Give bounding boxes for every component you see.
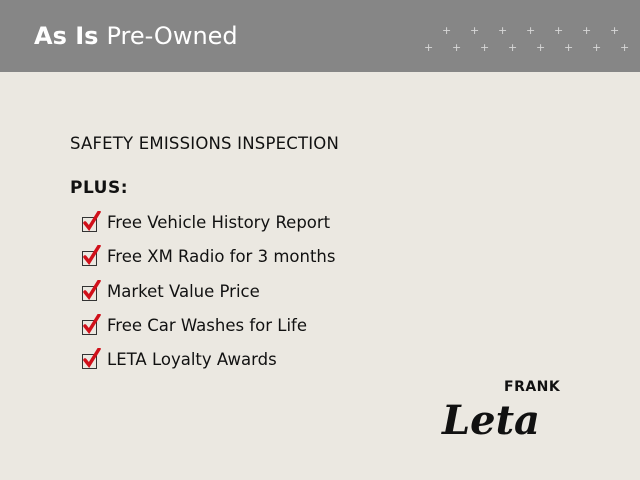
header-bar: As Is Pre-Owned + + + + + + + + + + + + + + +: [0, 0, 640, 72]
plus-mark: +: [470, 24, 480, 37]
checklist-item: Free Car Washes for Life: [82, 313, 308, 335]
section-heading: SAFETY EMISSIONS INSPECTION: [70, 134, 340, 153]
page-title: As Is Pre-Owned: [34, 22, 238, 50]
plus-label: PLUS:: [70, 178, 129, 198]
plus-mark: +: [526, 24, 536, 37]
checklist-item: Free Vehicle History Report: [82, 210, 331, 232]
plus-mark: +: [592, 41, 602, 54]
logo-frank-text: FRANK: [504, 379, 561, 395]
plus-mark: +: [610, 24, 620, 37]
checkbox-checked-icon: [82, 210, 101, 232]
plus-mark: +: [536, 41, 546, 54]
plus-mark: +: [498, 24, 508, 37]
item-label: Free Car Washes for Life: [107, 316, 308, 335]
checkbox-checked-icon: [82, 244, 101, 266]
plus-mark: +: [554, 24, 564, 37]
plus-mark: +: [620, 41, 630, 54]
item-label: LETA Loyalty Awards: [107, 350, 277, 369]
plus-mark: +: [452, 41, 462, 54]
plus-mark: +: [582, 24, 592, 37]
logo-leta-script: Leta: [442, 397, 540, 444]
checklist-item: Free XM Radio for 3 months: [82, 244, 336, 266]
decorative-plus-pattern: + + + + + + + + + + + + + + +: [420, 24, 635, 58]
checklist-item: LETA Loyalty Awards: [82, 347, 277, 369]
plus-mark: +: [564, 41, 574, 54]
plus-mark: +: [442, 24, 452, 37]
checkbox-checked-icon: [82, 279, 101, 301]
title-bold: As Is: [34, 22, 99, 50]
plus-mark: +: [480, 41, 490, 54]
item-label: Free XM Radio for 3 months: [107, 247, 336, 266]
plus-mark: +: [508, 41, 518, 54]
plus-mark: +: [424, 41, 434, 54]
checklist-item: Market Value Price: [82, 279, 260, 301]
item-label: Market Value Price: [107, 282, 260, 301]
checkbox-checked-icon: [82, 347, 101, 369]
checkbox-checked-icon: [82, 313, 101, 335]
item-label: Free Vehicle History Report: [107, 213, 331, 232]
title-rest: Pre-Owned: [106, 22, 238, 50]
